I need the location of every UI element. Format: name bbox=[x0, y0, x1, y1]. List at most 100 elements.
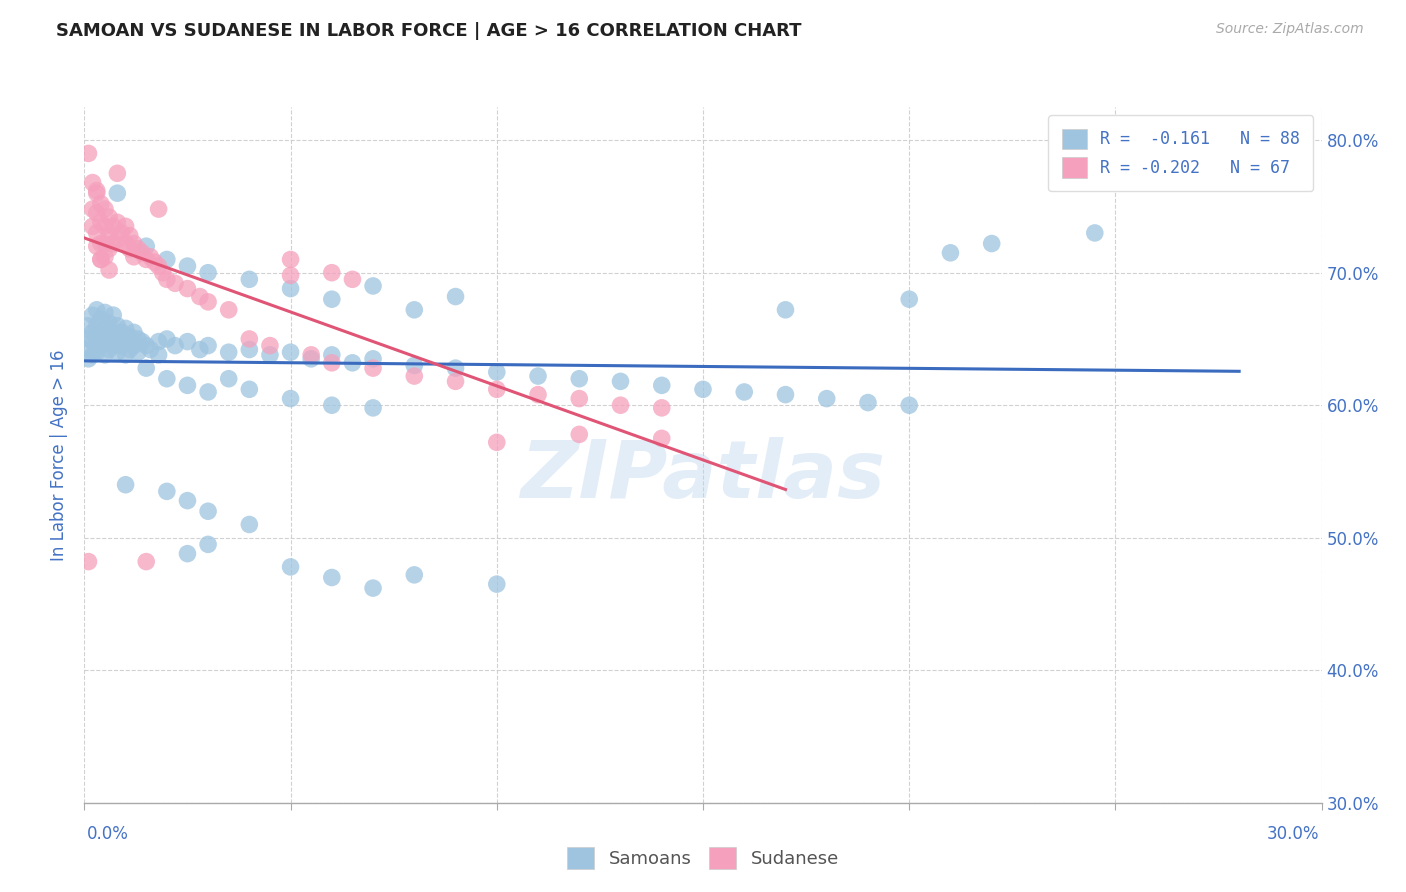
Point bbox=[444, 375, 467, 389]
Point bbox=[131, 245, 153, 260]
Point bbox=[156, 484, 179, 499]
Point bbox=[82, 308, 104, 322]
Point bbox=[321, 356, 343, 370]
Point bbox=[114, 236, 136, 251]
Point bbox=[77, 343, 100, 357]
Point bbox=[103, 308, 125, 322]
Point bbox=[321, 266, 343, 280]
Point bbox=[94, 236, 117, 251]
Point bbox=[105, 318, 128, 333]
Point bbox=[856, 395, 879, 409]
Point bbox=[90, 252, 112, 267]
Point bbox=[568, 372, 591, 386]
Point bbox=[280, 560, 302, 574]
Point bbox=[94, 202, 117, 216]
Point bbox=[485, 365, 508, 379]
Point bbox=[156, 372, 179, 386]
Point bbox=[775, 302, 797, 317]
Point bbox=[568, 392, 591, 406]
Text: Source: ZipAtlas.com: Source: ZipAtlas.com bbox=[1216, 22, 1364, 37]
Point bbox=[527, 387, 550, 401]
Point bbox=[139, 343, 162, 357]
Point bbox=[176, 334, 198, 349]
Point bbox=[110, 326, 132, 340]
Point bbox=[485, 382, 508, 396]
Point bbox=[218, 372, 240, 386]
Point bbox=[238, 382, 260, 396]
Point bbox=[280, 268, 302, 283]
Point bbox=[197, 266, 219, 280]
Point bbox=[135, 338, 157, 352]
Point bbox=[90, 236, 112, 251]
Point bbox=[118, 228, 141, 243]
Point bbox=[90, 326, 112, 340]
Point bbox=[98, 343, 121, 357]
Point bbox=[299, 351, 322, 366]
Point bbox=[404, 302, 426, 317]
Point bbox=[188, 343, 211, 357]
Point bbox=[404, 567, 426, 582]
Point bbox=[259, 338, 281, 352]
Point bbox=[361, 351, 384, 366]
Point bbox=[188, 289, 211, 303]
Point bbox=[114, 477, 136, 491]
Point bbox=[280, 345, 302, 359]
Point bbox=[135, 361, 157, 376]
Point bbox=[122, 338, 145, 352]
Point bbox=[238, 517, 260, 532]
Point bbox=[197, 384, 219, 399]
Text: 0.0%: 0.0% bbox=[87, 825, 129, 843]
Point bbox=[259, 348, 281, 362]
Point bbox=[110, 226, 132, 240]
Point bbox=[77, 332, 100, 346]
Point bbox=[148, 334, 170, 349]
Point bbox=[148, 259, 170, 273]
Point bbox=[114, 219, 136, 234]
Point bbox=[103, 338, 125, 352]
Point bbox=[118, 343, 141, 357]
Point bbox=[127, 332, 149, 346]
Point bbox=[775, 387, 797, 401]
Point bbox=[148, 348, 170, 362]
Point bbox=[527, 369, 550, 384]
Point bbox=[280, 282, 302, 296]
Point bbox=[156, 252, 179, 267]
Point bbox=[103, 219, 125, 234]
Point bbox=[82, 326, 104, 340]
Point bbox=[90, 215, 112, 229]
Point bbox=[90, 196, 112, 211]
Point bbox=[651, 401, 673, 415]
Point bbox=[118, 329, 141, 343]
Point bbox=[98, 210, 121, 224]
Point bbox=[444, 361, 467, 376]
Point bbox=[165, 277, 187, 291]
Point bbox=[238, 272, 260, 286]
Point bbox=[139, 250, 162, 264]
Point bbox=[238, 343, 260, 357]
Point bbox=[609, 375, 631, 389]
Point bbox=[342, 272, 364, 286]
Point bbox=[94, 305, 117, 319]
Point bbox=[444, 289, 467, 303]
Point bbox=[156, 272, 179, 286]
Point bbox=[98, 316, 121, 330]
Text: SAMOAN VS SUDANESE IN LABOR FORCE | AGE > 16 CORRELATION CHART: SAMOAN VS SUDANESE IN LABOR FORCE | AGE … bbox=[56, 22, 801, 40]
Legend: Samoans, Sudanese: Samoans, Sudanese bbox=[558, 838, 848, 879]
Point bbox=[86, 332, 108, 346]
Point bbox=[82, 348, 104, 362]
Point bbox=[77, 555, 100, 569]
Point bbox=[898, 292, 921, 306]
Point bbox=[77, 351, 100, 366]
Point bbox=[86, 226, 108, 240]
Point bbox=[105, 186, 128, 201]
Point bbox=[197, 294, 219, 309]
Point bbox=[176, 282, 198, 296]
Point bbox=[86, 318, 108, 333]
Point bbox=[280, 252, 302, 267]
Point bbox=[94, 348, 117, 362]
Point bbox=[94, 334, 117, 349]
Point bbox=[122, 250, 145, 264]
Point bbox=[176, 378, 198, 392]
Point bbox=[815, 392, 838, 406]
Point bbox=[135, 239, 157, 253]
